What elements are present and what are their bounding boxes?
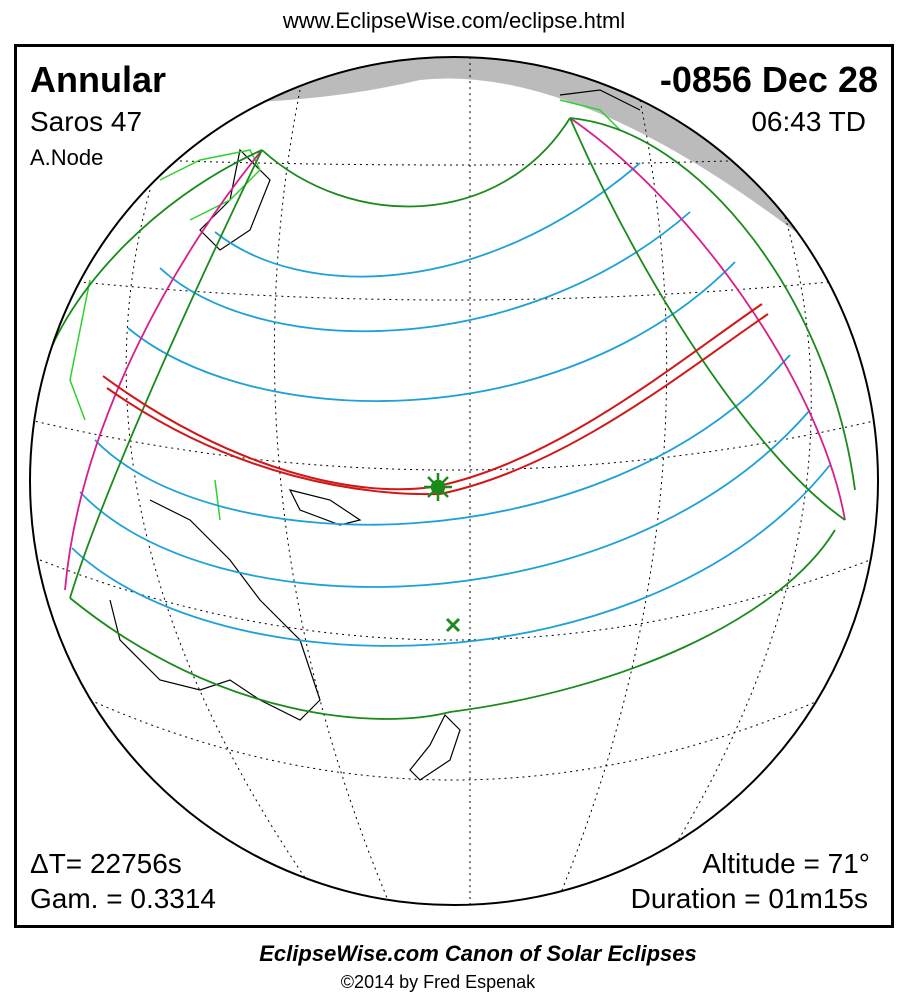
subsolar-point	[445, 617, 461, 633]
altitude: Altitude = 71°	[702, 848, 870, 879]
delta-t: ΔT= 22756s	[30, 848, 182, 879]
header-url: www.EclipseWise.com/eclipse.html	[282, 8, 625, 33]
footer-copyright: ©2014 by Fred Espenak	[341, 972, 536, 992]
greatest-eclipse	[424, 473, 452, 501]
duration: Duration = 01m15s	[631, 883, 868, 914]
globe-outline	[29, 56, 879, 906]
eclipse-type: Annular	[30, 59, 166, 100]
limit-curves	[64, 117, 846, 591]
obscuration-curves	[71, 162, 831, 647]
eclipse-date: -0856 Dec 28	[660, 59, 878, 100]
coastlines	[109, 89, 641, 781]
eclipse-time: 06:43 TD	[751, 106, 866, 137]
gamma: Gam. = 0.3314	[30, 883, 216, 914]
frame	[14, 44, 894, 928]
saros: Saros 47	[30, 106, 142, 137]
graticule	[30, 57, 878, 905]
node: A.Node	[30, 145, 103, 170]
footer-title: EclipseWise.com Canon of Solar Eclipses	[259, 941, 697, 966]
